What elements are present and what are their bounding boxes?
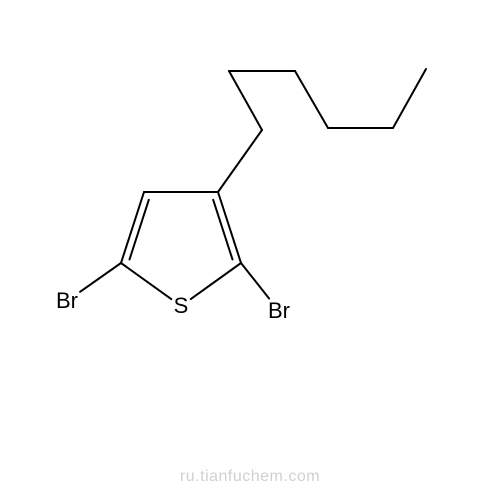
bonds	[80, 69, 426, 299]
watermark-text: ru.tianfuchem.com	[180, 468, 320, 486]
molecule-canvas	[0, 0, 500, 500]
atom-Br: Br	[56, 288, 78, 314]
atom-S: S	[174, 293, 189, 319]
atom-Br: Br	[268, 298, 290, 324]
